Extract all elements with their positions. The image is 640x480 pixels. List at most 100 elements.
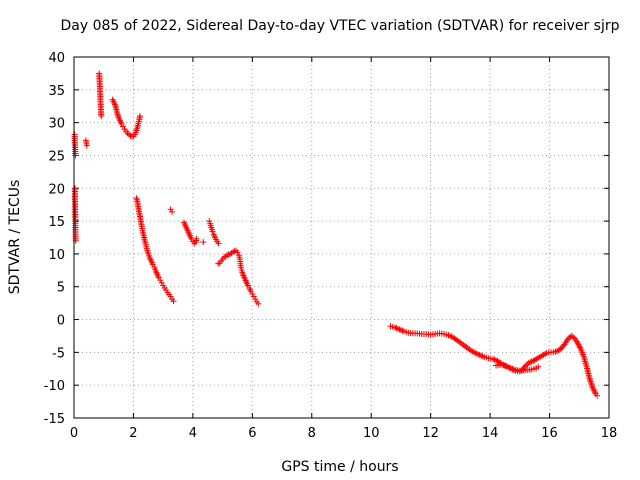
y-tick-label: -5 — [52, 346, 65, 361]
data-point — [120, 123, 127, 130]
data-point — [234, 249, 241, 256]
data-point — [396, 326, 403, 333]
y-tick-label: 0 — [57, 314, 65, 329]
data-point — [445, 332, 452, 339]
data-point — [155, 274, 162, 281]
plot-frame — [73, 56, 610, 419]
axis-ticks: 0 2 4 6 8 10 12 14 16 18 -15 -10 -5 0 5 10 15 20 25 30 35 40 — [44, 51, 618, 441]
x-tick-label: 18 — [601, 426, 618, 441]
y-tick-label: 25 — [48, 149, 65, 164]
data-point — [575, 341, 582, 348]
data-point — [157, 277, 164, 284]
data-point — [576, 343, 583, 350]
y-tick-label: 5 — [57, 281, 65, 296]
x-tick-label: 6 — [248, 426, 256, 441]
y-tick-label: 20 — [48, 182, 65, 197]
data-point — [118, 120, 125, 127]
data-point — [394, 325, 401, 332]
data-point — [590, 386, 597, 393]
data-point — [167, 206, 174, 213]
data-point — [591, 387, 598, 394]
data-point — [225, 251, 232, 258]
y-tick-label: 10 — [48, 248, 65, 263]
data-point — [525, 359, 532, 366]
data-point — [476, 351, 483, 358]
data-point — [230, 248, 237, 255]
data-point — [149, 261, 156, 268]
y-axis-label: SDTVAR / TECUs — [7, 180, 23, 295]
data-point — [478, 352, 485, 359]
data-point — [244, 282, 251, 289]
data-point — [446, 332, 453, 339]
x-tick-label: 12 — [422, 426, 439, 441]
y-tick-label: 35 — [48, 84, 65, 99]
data-point — [72, 152, 79, 159]
data-point — [392, 324, 398, 331]
data-point — [397, 327, 404, 334]
data-point — [393, 325, 400, 332]
data-point — [163, 287, 170, 294]
data-point — [594, 392, 601, 399]
x-tick-label: 4 — [189, 426, 197, 441]
data-point — [200, 239, 207, 246]
x-tick-label: 0 — [70, 426, 78, 441]
data-point — [252, 296, 259, 303]
data-point — [98, 113, 105, 120]
data-point — [577, 344, 584, 351]
data-point — [509, 365, 516, 372]
data-point — [527, 359, 534, 366]
data-point — [136, 113, 143, 120]
y-tick-label: 15 — [48, 215, 65, 230]
data-point — [247, 288, 254, 295]
data-point — [574, 340, 581, 347]
data-point — [255, 300, 262, 307]
data-point — [542, 350, 549, 357]
data-point — [473, 350, 480, 357]
data-point — [535, 363, 542, 370]
data-point — [491, 356, 498, 363]
data-point — [507, 365, 514, 372]
data-point — [231, 248, 238, 255]
x-tick-label: 2 — [129, 426, 137, 441]
data-point — [504, 363, 511, 370]
data-point — [479, 353, 486, 360]
data-point — [215, 240, 222, 247]
data-point — [553, 348, 560, 355]
x-tick-label: 14 — [482, 426, 499, 441]
y-tick-label: -15 — [44, 412, 65, 427]
data-point — [250, 293, 257, 300]
grid-lines — [74, 57, 609, 418]
data-point — [160, 282, 167, 289]
data-point — [591, 389, 598, 396]
x-axis-label: GPS time / hours — [281, 459, 398, 475]
chart-title: Day 085 of 2022, Sidereal Day-to-day VTE… — [60, 18, 619, 34]
data-point — [472, 350, 479, 357]
data-points — [71, 70, 601, 399]
data-point — [249, 290, 256, 297]
y-tick-label: 30 — [48, 117, 65, 132]
x-tick-label: 8 — [308, 426, 316, 441]
x-tick-label: 16 — [541, 426, 558, 441]
data-point — [209, 228, 216, 235]
data-point — [170, 298, 177, 305]
data-point — [169, 208, 176, 215]
data-point — [124, 130, 131, 137]
data-point — [490, 355, 497, 362]
y-tick-label: -10 — [44, 379, 65, 394]
data-point — [475, 351, 482, 358]
data-point — [127, 132, 134, 139]
data-point — [188, 235, 195, 242]
data-point — [83, 142, 90, 149]
data-point — [158, 279, 165, 286]
data-point — [215, 260, 222, 267]
data-point — [589, 384, 596, 391]
data-point — [193, 235, 200, 242]
data-point — [568, 332, 575, 339]
data-point — [399, 327, 406, 334]
y-tick-label: 40 — [48, 51, 65, 66]
data-point — [552, 348, 559, 355]
data-point — [167, 293, 174, 300]
data-point — [206, 218, 213, 225]
data-point — [506, 364, 513, 371]
